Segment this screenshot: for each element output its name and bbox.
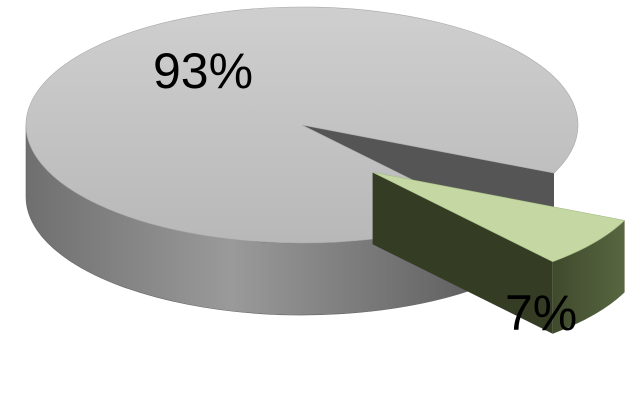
pie-slice-93-top (25, 6, 579, 244)
pie-slice-7-side (552, 220, 625, 334)
pie-slice-7 (372, 172, 626, 334)
pie-slice-7-top (372, 172, 626, 263)
pie-slice-7-inner-face (372, 172, 553, 334)
data-label-93: 93% (153, 43, 253, 99)
data-label-7: 7% (505, 285, 577, 341)
